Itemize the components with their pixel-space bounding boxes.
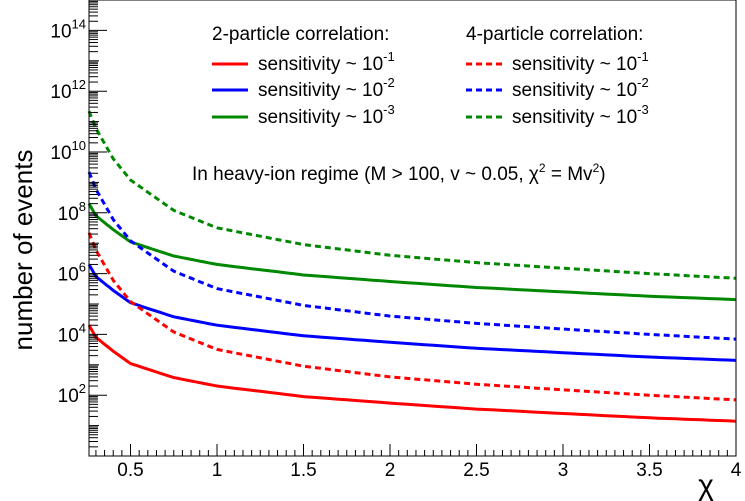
x-tick-label: 3.5 (636, 460, 662, 481)
annotation-prefix: In heavy-ion regime (M > 100, v ~ 0.05, (192, 164, 529, 185)
ticks-layer (89, 0, 737, 457)
legend-entry-label: sensitivity ~ 10-3 (512, 102, 649, 128)
legend-entry-label: sensitivity ~ 10-1 (258, 49, 395, 75)
x-tick-label: 1.5 (290, 460, 316, 481)
series-line-1 (87, 324, 737, 423)
legend-entry-label: sensitivity ~ 10-1 (512, 49, 649, 75)
legend-entry-label: sensitivity ~ 10-2 (258, 75, 395, 101)
annotation-middle: = Mv (546, 164, 593, 185)
x-tick-label: 3 (558, 460, 569, 481)
series-line-6 (87, 110, 737, 280)
x-tick-label: 2 (385, 460, 396, 481)
x-tick-label: 1 (212, 460, 223, 481)
series-line-2 (87, 263, 737, 362)
y-tick-label: 104 (58, 320, 86, 346)
y-tick-label: 1010 (50, 138, 86, 164)
y-tick-label: 106 (58, 260, 86, 286)
legend-entry-label: sensitivity ~ 10-3 (258, 102, 395, 128)
annotation-v-exp: 2 (593, 161, 600, 175)
y-tick-label: 102 (58, 381, 86, 407)
y-tick-label: 108 (58, 199, 86, 225)
annotation-suffix: ) (599, 164, 605, 185)
annotation-chi-exp: 2 (539, 161, 546, 175)
regime-annotation: In heavy-ion regime (M > 100, v ~ 0.05, … (192, 161, 606, 185)
x-tick-label: 4 (731, 460, 742, 481)
series-line-5 (87, 171, 737, 341)
series-line-4 (87, 232, 737, 402)
x-axis-label: χ (698, 469, 714, 501)
plot-frame (88, 0, 737, 457)
x-tick-label: 0.5 (117, 460, 143, 481)
annotation-chi: χ (529, 164, 539, 185)
labels-layer: 0.5 1 1.5 2 2.5 3 3.5 4 102 104 106 108 1010 1012 1014 (50, 16, 741, 481)
x-tick-label: 2.5 (463, 460, 489, 481)
legend-header: 4-particle correlation: (466, 24, 643, 45)
legend-entry-label: sensitivity ~ 10-2 (512, 75, 649, 101)
y-axis-label: number of events (8, 150, 38, 351)
y-tick-label: 1012 (50, 77, 86, 103)
legend-header: 2-particle correlation: (212, 24, 389, 45)
curves-layer (87, 110, 737, 423)
y-tick-label: 1014 (50, 16, 86, 42)
legend: 2-particle correlation: 4-particle correl… (212, 24, 649, 128)
series-line-3 (87, 202, 737, 302)
